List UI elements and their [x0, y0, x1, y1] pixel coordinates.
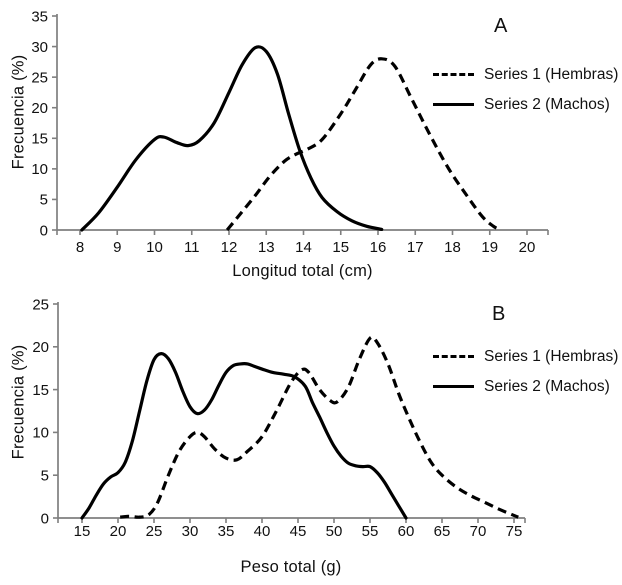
y-tick-label: 0: [40, 222, 48, 239]
x-tick-label: 30: [182, 523, 199, 540]
solid-line-sample-icon: [433, 103, 474, 106]
chart-b-legend: Series 1 (Hembras) Series 2 (Machos): [433, 346, 618, 397]
x-tick-label: 16: [370, 239, 387, 256]
x-tick-label: 55: [362, 523, 379, 540]
x-tick-label: 35: [218, 523, 235, 540]
legend-entry-machos: Series 2 (Machos): [433, 94, 618, 115]
x-tick-label: 20: [110, 523, 127, 540]
x-tick-label: 20: [519, 239, 536, 256]
legend-entry-machos: Series 2 (Machos): [433, 376, 618, 397]
chart-b-canvas: 15 20 25 30 35 40 45 50 55 60 65 70 75 0 5 10 15 20 25: [32, 296, 526, 540]
legend-entry-hembras: Series 1 (Hembras): [433, 64, 618, 85]
y-tick-label: 10: [31, 161, 48, 178]
x-tick-label: 19: [481, 239, 498, 256]
dashed-line-sample-icon: [433, 73, 474, 76]
x-tick-label: 70: [470, 523, 487, 540]
chart-b-y-axis-title: Frecuencia (%): [9, 344, 28, 460]
x-tick-label: 45: [290, 523, 307, 540]
x-tick-label: 15: [74, 523, 91, 540]
y-tick-label: 30: [31, 39, 48, 56]
chart-a-y-axis-title: Frecuencia (%): [9, 54, 28, 170]
x-tick-label: 9: [113, 239, 121, 256]
series-curve-machos: [80, 352, 408, 520]
solid-line-sample-icon: [433, 385, 474, 388]
x-tick-label: 50: [326, 523, 343, 540]
y-tick-label: 25: [32, 296, 49, 313]
chart-b-x-axis-title: Peso total (g): [240, 558, 342, 576]
x-tick-label: 11: [184, 239, 200, 256]
y-tick-label: 0: [41, 510, 49, 527]
x-tick-label: 12: [221, 239, 238, 256]
chart-a-canvas: 8 9 10 11 12 13 14 15 16 17 18 19 20 0 5 10 15 20 25 30 35: [31, 8, 549, 256]
x-tick-label: 15: [332, 239, 349, 256]
x-tick-label: 14: [295, 239, 312, 256]
x-tick-label: 40: [254, 523, 271, 540]
legend-label-hembras: Series 1 (Hembras): [484, 347, 619, 365]
dashed-line-sample-icon: [433, 355, 474, 358]
y-tick-label: 15: [31, 131, 48, 148]
x-tick-label: 75: [506, 523, 523, 540]
x-tick-label: 65: [434, 523, 451, 540]
series-curve-hembras: [119, 335, 519, 519]
y-tick-label: 15: [32, 382, 49, 399]
chart-panel-b: 15 20 25 30 35 40 45 50 55 60 65 70 75 0 5 10 15 20 25 Fre…: [0, 290, 622, 585]
x-tick-label: 10: [146, 239, 163, 256]
x-tick-label: 60: [398, 523, 415, 540]
legend-entry-hembras: Series 1 (Hembras): [433, 346, 618, 367]
y-tick-label: 35: [31, 8, 48, 25]
y-tick-label: 25: [31, 69, 48, 86]
chart-b-panel-label: B: [492, 303, 506, 325]
chart-a-panel-label: A: [494, 15, 508, 37]
x-tick-label: 25: [146, 523, 163, 540]
chart-a-legend: Series 1 (Hembras) Series 2 (Machos): [433, 64, 618, 115]
chart-panel-a: 8 9 10 11 12 13 14 15 16 17 18 19 20 0 5 10 15 20 25 30 35 F…: [0, 0, 622, 290]
chart-a-x-axis-title: Longitud total (cm): [232, 262, 373, 280]
legend-label-hembras: Series 1 (Hembras): [484, 65, 619, 83]
y-tick-label: 5: [40, 192, 48, 209]
series-curve-hembras: [225, 57, 500, 232]
x-tick-label: 17: [407, 239, 424, 256]
y-tick-label: 20: [32, 339, 49, 356]
series-curve-machos: [80, 45, 384, 232]
x-tick-label: 18: [444, 239, 461, 256]
x-tick-label: 8: [76, 239, 84, 256]
legend-label-machos: Series 2 (Machos): [484, 377, 610, 395]
x-tick-label: 13: [258, 239, 275, 256]
y-tick-label: 5: [41, 467, 49, 484]
y-tick-label: 20: [31, 100, 48, 117]
legend-label-machos: Series 2 (Machos): [484, 95, 610, 113]
y-tick-label: 10: [32, 425, 49, 442]
